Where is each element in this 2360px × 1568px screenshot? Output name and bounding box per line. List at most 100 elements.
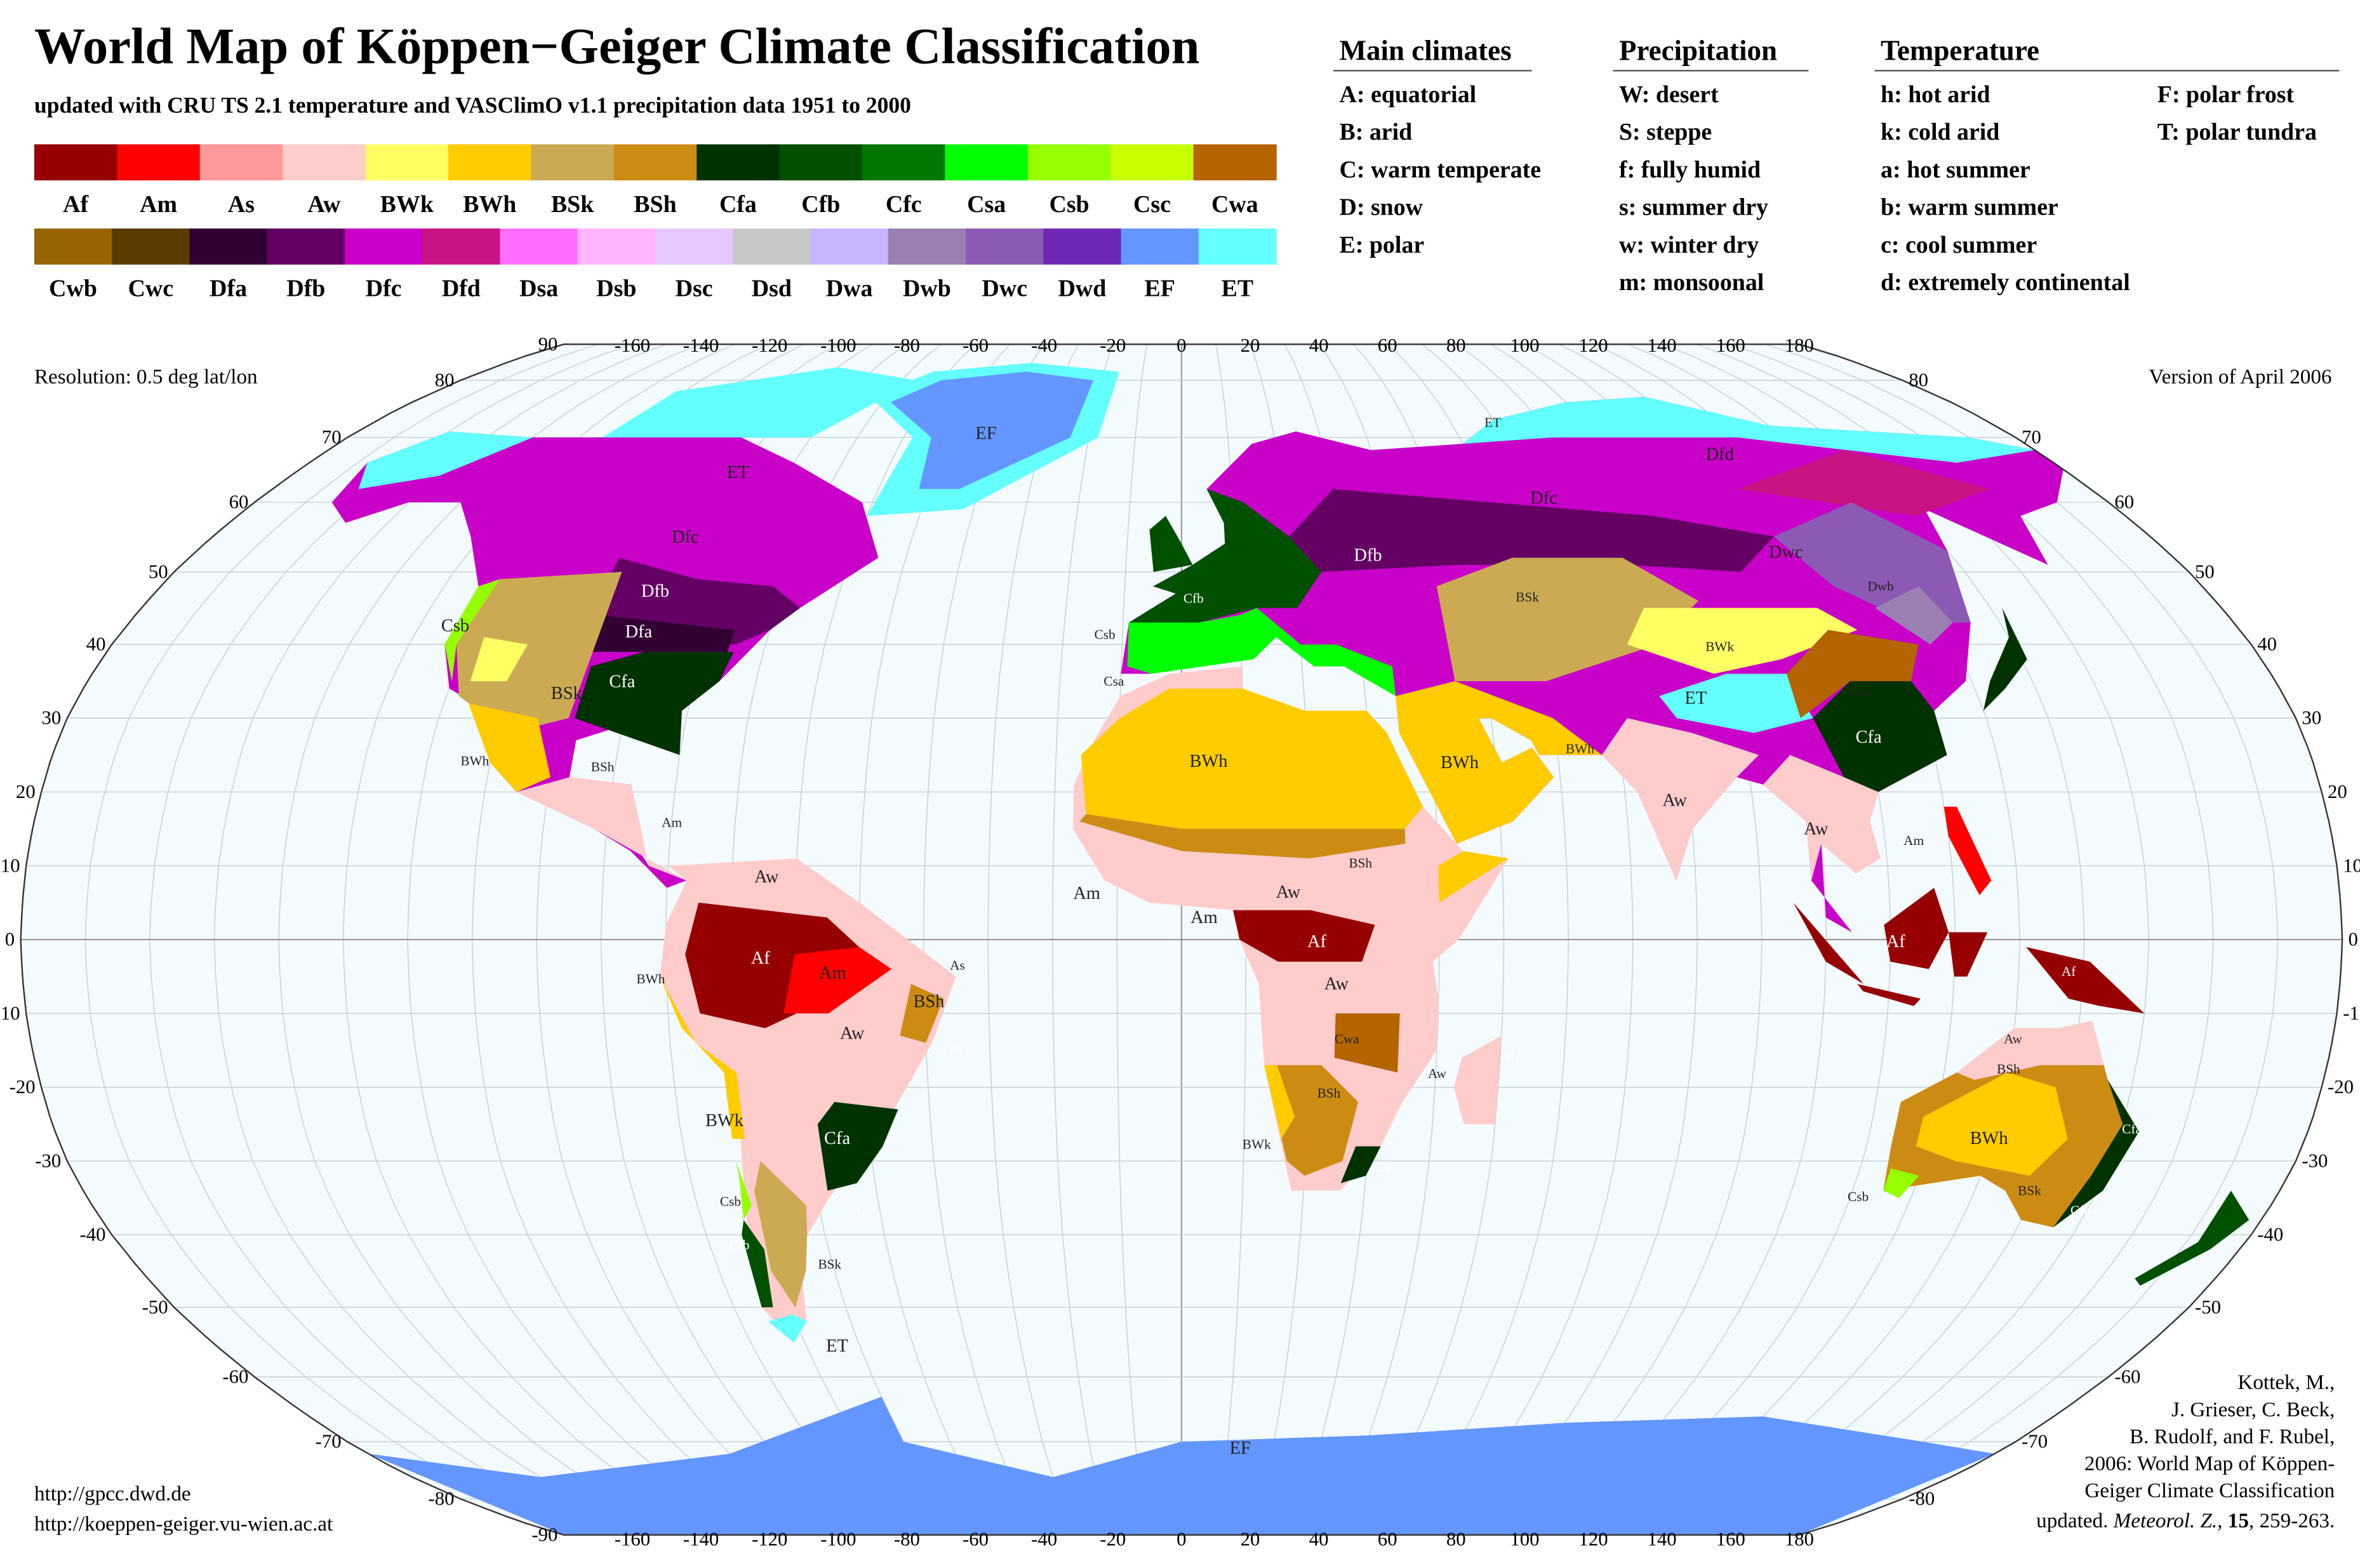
latitude-label: -80 — [429, 1488, 455, 1510]
region-label: BWh — [460, 753, 489, 768]
latitude-label: 60 — [2114, 491, 2134, 513]
legend-label: ET — [1222, 276, 1254, 302]
climate-region — [1127, 608, 1396, 696]
climate-region — [2026, 947, 2145, 1014]
legend-swatch — [779, 144, 863, 181]
longitude-label: -100 — [820, 335, 856, 356]
legend-label: Cfa — [719, 191, 757, 218]
latitude-label: -40 — [79, 1224, 105, 1246]
region-label: Aw — [754, 867, 779, 887]
climate-region — [331, 431, 879, 888]
region-label: Af — [949, 1040, 963, 1056]
climate-region — [1079, 814, 1406, 859]
region-label: BWh — [1190, 752, 1228, 771]
citation-part: Meteorol. Z. — [2113, 1509, 2218, 1532]
legend-swatch — [1193, 144, 1277, 181]
legend-swatch — [500, 228, 578, 265]
longitude-label: 120 — [1578, 1528, 1608, 1550]
legend-label: Csb — [1049, 191, 1089, 218]
legend-swatch — [365, 144, 449, 181]
latitude-label: -20 — [2328, 1076, 2354, 1098]
climate-region — [1264, 1065, 1295, 1139]
climate-region — [1233, 910, 1375, 962]
climate-region — [742, 1219, 773, 1308]
key-item: T: polar tundra — [2157, 119, 2317, 145]
key-item: m: monsoonal — [1619, 269, 1764, 296]
climate-region — [584, 615, 735, 652]
legend-swatch — [966, 228, 1044, 265]
climate-region — [1787, 630, 1919, 719]
region-label: BSh — [591, 759, 615, 774]
longitude-label: 160 — [1716, 1528, 1745, 1550]
region-label: EF — [975, 424, 996, 444]
latitude-label: 50 — [2195, 561, 2215, 582]
legend-swatch — [733, 228, 811, 265]
region-label: Aw — [1804, 819, 1829, 839]
region-label: BWh — [1441, 753, 1479, 773]
latitude-label: -50 — [142, 1296, 168, 1318]
region-label: BSh — [1349, 855, 1372, 870]
climate-region — [1875, 586, 1953, 645]
link: http://gpcc.dwd.de — [34, 1482, 191, 1505]
legend-swatch — [862, 144, 946, 181]
climate-region — [1334, 1013, 1400, 1073]
region-label: Csb — [1848, 1189, 1869, 1204]
legend-label: Csa — [967, 191, 1006, 218]
legend-swatch — [1027, 144, 1111, 181]
latitude-label: -70 — [316, 1431, 342, 1452]
region-label: BWk — [705, 1111, 744, 1131]
legend-swatch — [112, 228, 190, 265]
latitude-label: -80 — [1909, 1488, 1935, 1510]
longitude-label: 0 — [1177, 335, 1186, 356]
key-item: D: snow — [1340, 194, 1423, 221]
climate-region — [1462, 396, 2035, 463]
longitude-label: 80 — [1446, 1528, 1466, 1550]
legend-label: Cwc — [128, 276, 174, 302]
legend-label: Cwb — [49, 276, 97, 302]
latitude-label: -10 — [0, 1002, 20, 1024]
latitude-label: 50 — [149, 561, 168, 582]
latitude-label: 70 — [2022, 427, 2041, 448]
longitude-label: 0 — [1177, 1528, 1186, 1550]
legend-swatch — [1110, 144, 1194, 181]
region-label: Csb — [441, 616, 469, 636]
climate-region — [1436, 557, 1698, 682]
region-label: Aw — [1662, 790, 1687, 810]
legend-label: Dsd — [752, 276, 792, 302]
longitude-label: -140 — [683, 1528, 719, 1550]
legend-swatch — [613, 144, 697, 181]
latitude-label: -60 — [2114, 1365, 2140, 1387]
region-label: Dfa — [625, 622, 653, 642]
latitude-label: 80 — [435, 369, 455, 391]
climate-region — [1627, 608, 1858, 674]
region-label: BSk — [2018, 1183, 2041, 1199]
key-item: k: cold arid — [1881, 119, 1999, 145]
legend-label: Am — [140, 191, 177, 218]
legend-label: As — [228, 191, 255, 218]
region-label: BSk — [551, 684, 583, 703]
legend-label: BSh — [634, 191, 676, 218]
climate-region — [516, 777, 687, 881]
key-header: Temperature — [1881, 35, 2039, 67]
version-note: Version of April 2006 — [2149, 365, 2331, 389]
region-label: EF — [1230, 1438, 1251, 1458]
climate-region — [444, 579, 500, 682]
climate-region — [735, 1160, 752, 1220]
climate-region — [2135, 1190, 2250, 1286]
region-label: ET — [1484, 415, 1501, 430]
latitude-label: 20 — [2328, 781, 2347, 802]
legend-swatch — [1043, 228, 1122, 265]
legend-label: Dwb — [903, 276, 951, 302]
citation-line: updated. Meteorol. Z., 15, 259-263. — [2036, 1509, 2335, 1532]
legend-label: Csc — [1133, 191, 1171, 218]
legend-label: EF — [1144, 276, 1175, 302]
region-label: Am — [1190, 908, 1218, 927]
longitude-label: -100 — [820, 1528, 856, 1550]
climate-region — [1340, 1146, 1381, 1183]
legend-swatch — [448, 144, 532, 181]
latitude-label: -30 — [2302, 1150, 2328, 1171]
latitude-label: -90 — [531, 1524, 557, 1545]
legend-label: BSk — [551, 191, 594, 218]
key-header: Main climates — [1340, 35, 1512, 67]
region-label: BWk — [1243, 1136, 1271, 1152]
